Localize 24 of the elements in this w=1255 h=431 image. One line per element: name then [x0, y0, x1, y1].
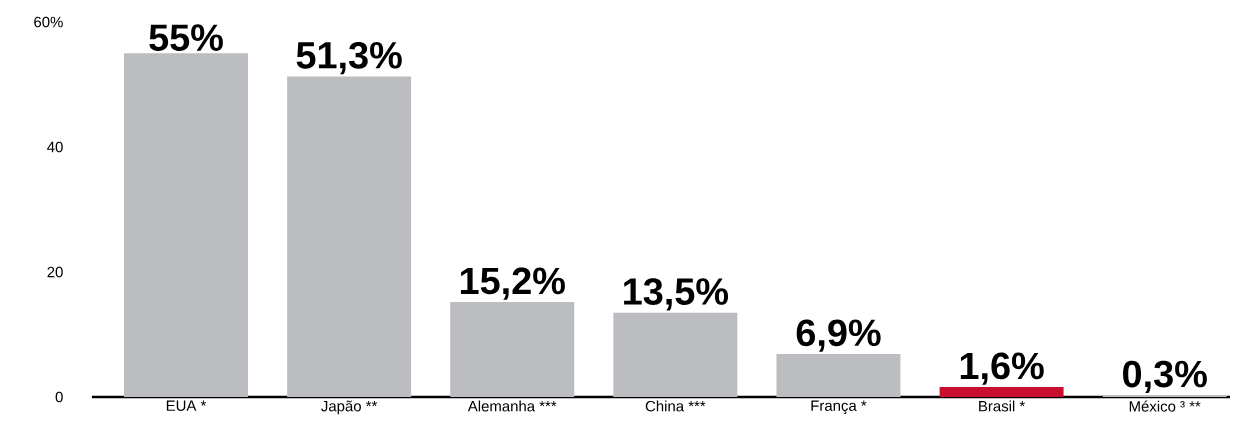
data-label: 1,6% — [960, 352, 1044, 385]
data-label: 0,3% — [1123, 360, 1207, 393]
x-tick-label: Brasil * — [979, 400, 1025, 412]
y-tick-label: 40 — [47, 141, 63, 153]
x-tick-label: França * — [811, 400, 867, 414]
data-label: 6,9% — [796, 319, 881, 352]
bar — [613, 312, 738, 397]
data-label: 15,2% — [460, 267, 565, 300]
x-tick-label: México ³ ** — [1129, 400, 1201, 412]
x-tick-label: Alemanha *** — [467, 400, 557, 412]
bar — [124, 53, 248, 397]
x-tick-label: EUA * — [166, 400, 207, 411]
y-tick-label: 60% — [34, 16, 63, 28]
bar — [776, 353, 901, 397]
y-tick-label: 20 — [47, 266, 63, 278]
bar — [450, 302, 575, 397]
data-label: 13,5% — [624, 278, 729, 311]
y-tick-label: 0 — [55, 391, 63, 403]
x-tick-label: Japão ** — [321, 400, 378, 415]
bar — [287, 76, 412, 397]
data-label: 51,3% — [296, 41, 402, 75]
x-tick-label: China *** — [645, 400, 706, 412]
data-label: 55% — [149, 24, 223, 52]
bar — [939, 387, 1064, 397]
